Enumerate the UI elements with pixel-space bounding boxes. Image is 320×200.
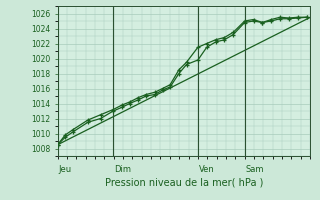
X-axis label: Pression niveau de la mer( hPa ): Pression niveau de la mer( hPa ) [105,177,263,187]
Text: Jeu: Jeu [59,165,72,174]
Text: Dim: Dim [115,165,132,174]
Text: Ven: Ven [199,165,215,174]
Text: Sam: Sam [246,165,264,174]
